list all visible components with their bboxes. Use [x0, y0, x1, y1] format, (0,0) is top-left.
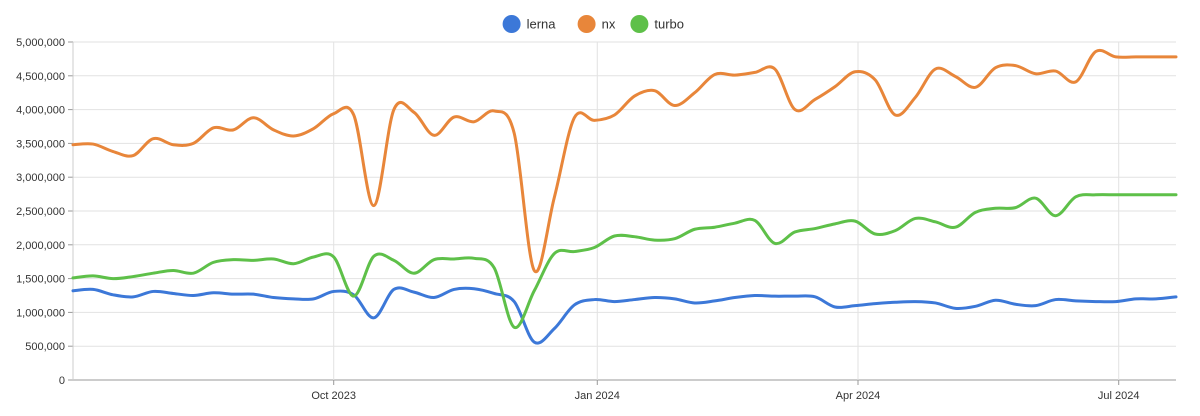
y-tick-label: 3,000,000 — [16, 172, 65, 184]
x-tick-label: Jan 2024 — [575, 390, 620, 402]
legend-label: lerna — [527, 17, 557, 32]
x-tick-label: Oct 2023 — [311, 390, 356, 402]
legend[interactable]: lerna nx turbo — [502, 15, 684, 33]
legend-swatch — [630, 15, 649, 33]
legend-label: nx — [602, 17, 616, 32]
y-tick-label: 1,500,000 — [16, 274, 65, 286]
grid — [73, 41, 1176, 381]
axes: 0 500,000 1,000,000 1,500,000 2,000,000 2,500… — [16, 37, 1139, 402]
legend-swatch — [577, 15, 596, 33]
legend-label: turbo — [654, 17, 684, 32]
y-tick-label: 0 — [59, 375, 65, 387]
legend-item-lerna[interactable]: lerna — [502, 15, 557, 33]
y-tick-label: 500,000 — [25, 341, 65, 353]
y-tick-label: 2,000,000 — [16, 240, 65, 252]
legend-item-nx[interactable]: nx — [577, 15, 616, 33]
series-line-turbo[interactable] — [71, 193, 1178, 329]
series-line-nx[interactable] — [71, 48, 1178, 274]
y-tick-label: 1,000,000 — [16, 307, 65, 319]
series-line-lerna[interactable] — [71, 286, 1178, 345]
x-tick-label: Jul 2024 — [1098, 390, 1140, 402]
y-tick-label: 5,000,000 — [16, 37, 65, 49]
y-tick-label: 4,000,000 — [16, 105, 65, 117]
y-tick-label: 3,500,000 — [16, 138, 65, 150]
legend-swatch — [502, 15, 521, 33]
legend-item-turbo[interactable]: turbo — [630, 15, 684, 33]
y-tick-label: 2,500,000 — [16, 206, 65, 218]
series-lines — [71, 48, 1178, 345]
y-tick-label: 4,500,000 — [16, 71, 65, 83]
x-tick-label: Apr 2024 — [836, 390, 881, 402]
